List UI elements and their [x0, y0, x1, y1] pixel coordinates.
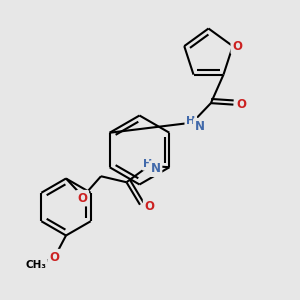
Text: O: O: [50, 250, 60, 264]
Text: CH₃: CH₃: [25, 260, 46, 271]
Text: N: N: [151, 162, 160, 175]
Text: H: H: [143, 159, 153, 169]
Text: N: N: [195, 120, 205, 133]
Text: O: O: [232, 40, 242, 52]
Text: O: O: [237, 98, 247, 111]
Text: O: O: [77, 192, 87, 205]
Text: O: O: [145, 200, 154, 213]
Text: H: H: [186, 116, 195, 126]
